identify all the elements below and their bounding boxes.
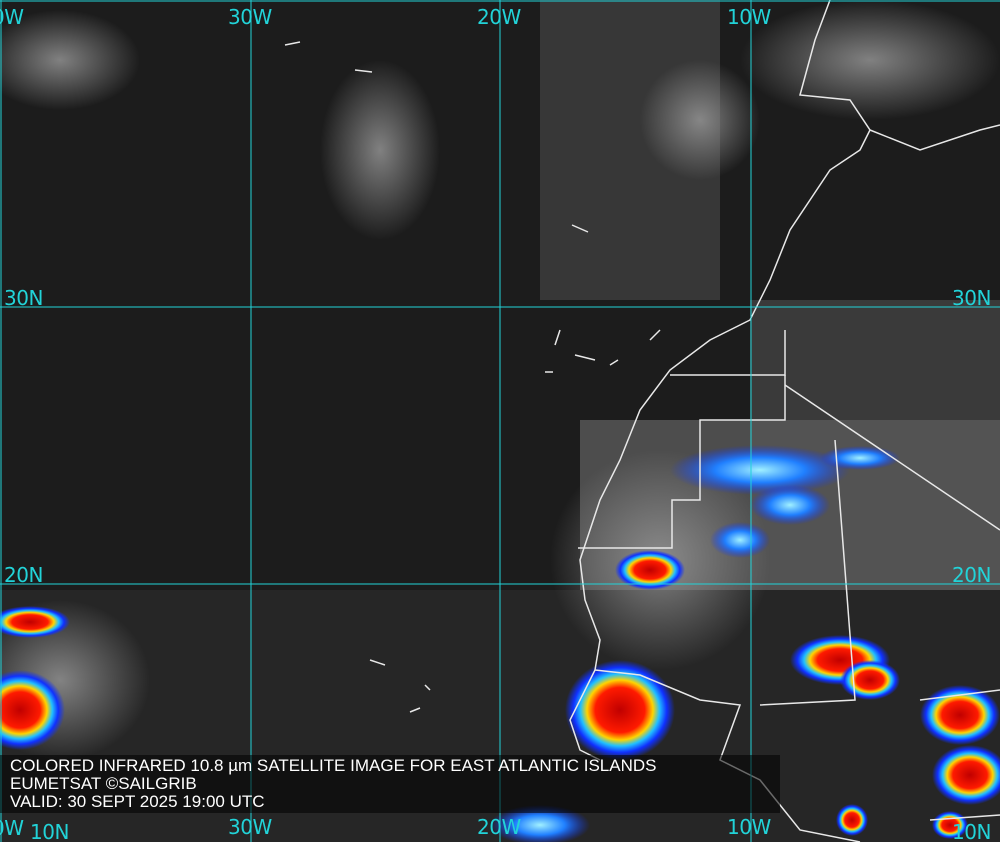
image-title: COLORED INFRARED 10.8 µm SATELLITE IMAGE… (10, 756, 657, 775)
lat-label-left-10n: 10N (30, 820, 69, 842)
lon-label-bottom-40w: 0W (0, 816, 24, 840)
lon-label-bottom-20w: 20W (477, 815, 521, 839)
lon-label-top-20w: 20W (477, 5, 521, 29)
lat-label-left-30n: 30N (4, 286, 43, 310)
lon-label-top-30w: 30W (228, 5, 272, 29)
coastlines (284, 0, 1000, 842)
valid-time: VALID: 30 SEPT 2025 19:00 UTC (10, 792, 265, 811)
lat-label-right-10n: 10N (952, 820, 991, 842)
lon-label-bottom-30w: 30W (228, 815, 272, 839)
caption-background (0, 755, 780, 813)
convective-cells (0, 445, 1000, 842)
lon-label-bottom-10w: 10W (727, 815, 771, 839)
lon-label-top-10w: 10W (727, 5, 771, 29)
lon-label-top-40w: 0W (0, 5, 24, 29)
lat-label-right-20n: 20N (952, 563, 991, 587)
image-credit: EUMETSAT ©SAILGRIB (10, 774, 197, 793)
lat-label-right-30n: 30N (952, 286, 991, 310)
lat-label-left-20n: 20N (4, 563, 43, 587)
